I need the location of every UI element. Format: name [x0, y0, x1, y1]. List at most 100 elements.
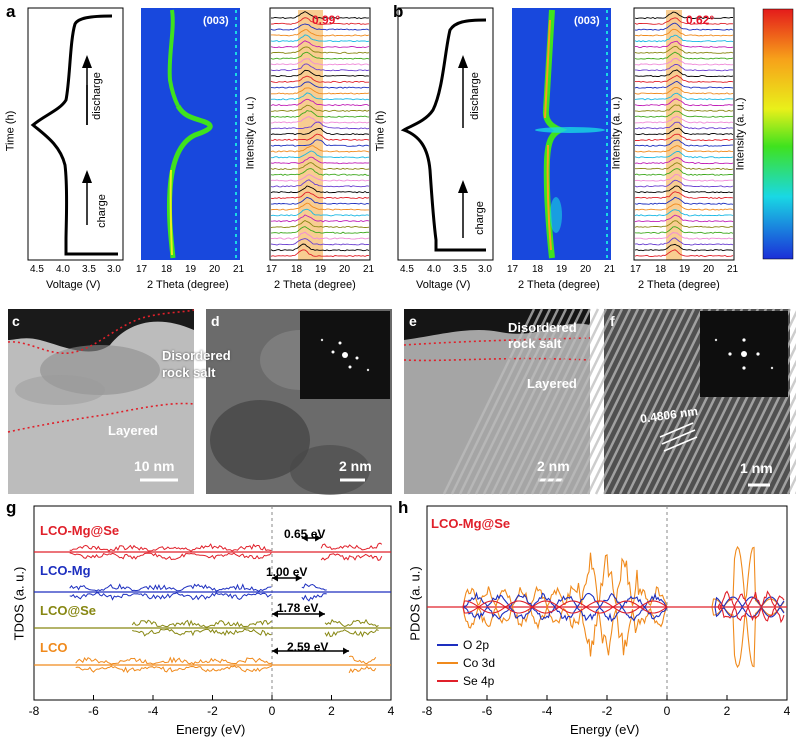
- lattice-fringe: [746, 392, 796, 495]
- xrd-pattern-line: [270, 51, 370, 60]
- lattice-fringe: [738, 376, 796, 495]
- lattice-fringe: [442, 308, 536, 495]
- xrd-pattern-line: [270, 185, 370, 194]
- lattice-fringe: [562, 308, 656, 495]
- tdos-series-line: [324, 628, 379, 638]
- panel-label-d: d: [211, 313, 220, 329]
- lattice-fringe: [602, 308, 696, 495]
- pdos-title: LCO-Mg@Se: [431, 516, 511, 531]
- lattice-fringe: [506, 308, 600, 495]
- voltage-tick-b-1: 4.0: [427, 264, 441, 275]
- pdos-xtick-label: 4: [784, 704, 791, 718]
- panel-a-voltage: [27, 7, 124, 261]
- xrd-pattern-line: [634, 110, 734, 118]
- tem-e-disordered: Disordered rock salt: [508, 320, 577, 351]
- tdos-gap-arrowhead: [315, 534, 322, 542]
- voltage-axis-label-b: Voltage (V): [416, 279, 471, 291]
- pdos-legend-1: Co 3d: [463, 656, 496, 670]
- xrd-pattern-line: [634, 116, 734, 124]
- lattice-fringe: [770, 441, 796, 495]
- tdos-xtick-label: -2: [207, 704, 218, 718]
- tem-c-disordered: Disordered rock salt: [162, 348, 231, 380]
- pdos-xtick-label: -4: [542, 704, 553, 718]
- tt-tick: 19: [679, 264, 691, 275]
- tdos-series-line: [324, 618, 379, 628]
- pdos-ylabel: PDOS (a. u.): [407, 566, 423, 641]
- xrd-pattern-line: [270, 81, 370, 89]
- xrd-pattern-line: [634, 127, 734, 136]
- lattice-fringe: [730, 359, 796, 495]
- xrd-pattern-line: [634, 34, 734, 43]
- lattice-fringe: [618, 308, 712, 495]
- xrd-pattern-line: [270, 127, 370, 136]
- xrd-pattern-line: [634, 139, 733, 147]
- xrd-pattern-line: [270, 191, 370, 199]
- voltage-tick-a-3: 3.0: [107, 264, 121, 275]
- tdos-series-line: [75, 656, 273, 665]
- xrd-pattern-line: [270, 11, 370, 20]
- tt-tick: 20: [209, 264, 221, 275]
- xrd-pattern-line: [634, 28, 734, 37]
- tdos-series-line: [69, 543, 272, 552]
- lattice-fringe: [714, 326, 796, 495]
- tdos-gap-label-2: 1.78 eV: [277, 601, 319, 615]
- tdos-gap-label-3: 2.59 eV: [287, 640, 329, 654]
- xrd-pattern-line: [270, 34, 370, 43]
- panel-a-heatmap: (003): [141, 8, 240, 260]
- tdos-gap-arrowhead: [272, 647, 278, 655]
- tt-tick: 17: [507, 264, 519, 275]
- tdos-series-line: [301, 593, 327, 602]
- tdos-series-line: [69, 583, 272, 592]
- xrd-pattern-line: [270, 69, 370, 78]
- intensity-label-b: Intensity (a. u.): [610, 96, 623, 170]
- pdos-legend-0: O 2p: [463, 638, 490, 652]
- tt-tick: 17: [136, 264, 148, 275]
- xrd-pattern-line: [270, 208, 370, 217]
- xrd-pattern-line: [270, 98, 370, 107]
- xrd-pattern-line: [634, 196, 734, 205]
- shift-label-b: 0.62°: [686, 13, 714, 27]
- panel-label-a: a: [6, 2, 16, 21]
- pdos-series-line: [457, 590, 785, 609]
- tt-tick: 17: [266, 264, 278, 275]
- tem-d-scale: 2 nm: [339, 458, 372, 474]
- xrd-pattern-line: [271, 104, 370, 112]
- lattice-fringe: [754, 408, 796, 495]
- xrd-pattern-line: [270, 238, 370, 246]
- xrd-pattern-line: [270, 75, 369, 83]
- tdos-gap-arrowhead: [318, 610, 325, 618]
- lattice-fringe: [482, 308, 576, 495]
- xrd-pattern-line: [270, 231, 370, 240]
- lattice-fringe: [778, 458, 796, 495]
- tem-f: [442, 308, 796, 495]
- discharge-label-b: discharge: [468, 72, 481, 120]
- tdos-series-label-0: LCO-Mg@Se: [40, 523, 120, 538]
- xrd-pattern-line: [270, 63, 370, 72]
- tdos-series-line: [132, 628, 272, 637]
- charge-label-b: charge: [473, 201, 486, 235]
- tdos-gap-arrowhead: [295, 574, 302, 582]
- xrd-pattern-line: [634, 121, 734, 130]
- lattice-fringe: [490, 308, 584, 495]
- xrd-pattern-line: [634, 226, 734, 234]
- lattice-fringe: [530, 308, 624, 495]
- tdos-series-line: [348, 655, 377, 665]
- tem-e-scale: 2 nm: [537, 458, 570, 474]
- xrd-pattern-line: [270, 243, 370, 252]
- xrd-pattern-line: [270, 58, 370, 66]
- xrd-pattern-line: [270, 249, 370, 258]
- xrd-pattern-line: [634, 133, 733, 141]
- tt-tick: 20: [580, 264, 592, 275]
- panel-label-g: g: [6, 498, 17, 517]
- tdos-gap-arrowhead: [343, 647, 350, 655]
- voltage-tick-b-2: 3.5: [453, 264, 467, 275]
- xrd-pattern-line: [270, 139, 370, 147]
- xrd-pattern-line: [270, 110, 370, 118]
- xrd-pattern-line: [634, 51, 734, 60]
- tem-d: [206, 309, 392, 495]
- tt-tick: 20: [339, 264, 351, 275]
- pdos-legend-2: Se 4p: [463, 674, 495, 688]
- tdos-xtick-label: -6: [88, 704, 99, 718]
- xrd-pattern-line: [634, 98, 734, 107]
- xrd-pattern-line: [270, 40, 370, 49]
